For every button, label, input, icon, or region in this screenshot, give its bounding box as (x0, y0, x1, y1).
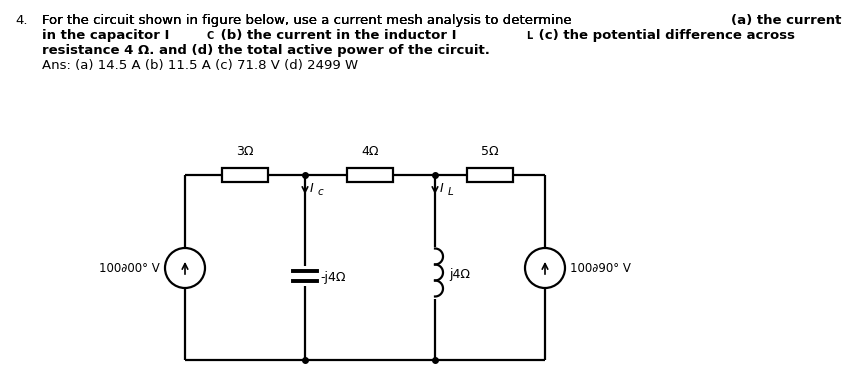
Text: For the circuit shown in figure below, use a current mesh analysis to determine : For the circuit shown in figure below, u… (42, 14, 754, 27)
Text: j4Ω: j4Ω (449, 268, 470, 281)
Text: 100∂90° V: 100∂90° V (570, 262, 631, 275)
Text: 4Ω: 4Ω (361, 145, 379, 158)
Text: For the circuit shown in figure below, use a current mesh analysis to determine: For the circuit shown in figure below, u… (42, 14, 576, 27)
Text: 4.: 4. (15, 14, 27, 27)
Text: For the circuit shown in figure below, use a current mesh analysis to determine: For the circuit shown in figure below, u… (42, 14, 576, 27)
Bar (347, 168, 393, 182)
Bar (222, 168, 268, 182)
Text: I: I (440, 182, 444, 195)
Bar (467, 168, 513, 182)
Text: C: C (207, 31, 213, 41)
Text: c: c (318, 187, 324, 197)
Text: -j4Ω: -j4Ω (320, 271, 345, 284)
Text: (c) the potential difference across: (c) the potential difference across (534, 29, 795, 42)
Text: L: L (448, 187, 454, 197)
Text: Ans: (a) 14.5 A (b) 11.5 A (c) 71.8 V (d) 2499 W: Ans: (a) 14.5 A (b) 11.5 A (c) 71.8 V (d… (42, 59, 358, 72)
Text: (b) the current in the inductor I: (b) the current in the inductor I (216, 29, 456, 42)
Text: I: I (310, 182, 314, 195)
Text: in the capacitor I: in the capacitor I (42, 29, 169, 42)
Text: 3Ω: 3Ω (236, 145, 254, 158)
Text: 100∂00° V: 100∂00° V (99, 262, 160, 275)
Text: L: L (526, 31, 532, 41)
Text: 5Ω: 5Ω (481, 145, 499, 158)
Text: For the circuit shown in figure below, use a current mesh analysis to determine: For the circuit shown in figure below, u… (42, 14, 576, 27)
Text: (a) the current: (a) the current (731, 14, 842, 27)
Text: resistance 4 Ω. and (d) the total active power of the circuit.: resistance 4 Ω. and (d) the total active… (42, 44, 490, 57)
